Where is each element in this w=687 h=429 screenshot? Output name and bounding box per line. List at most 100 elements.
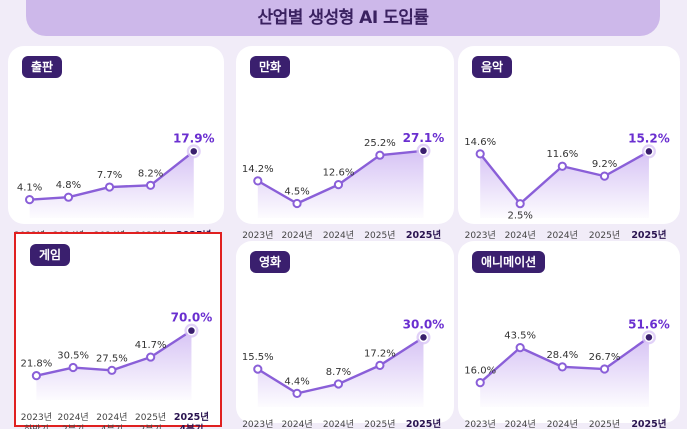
- chart-panel-music: 음악14.6%2023년하반기2.5%2024년2분기11.6%2024년4분기…: [458, 46, 680, 253]
- line-chart: 14.2%2023년하반기4.5%2024년2분기12.6%2024년4분기25…: [242, 131, 445, 253]
- x-tick-label: 2분기: [62, 424, 84, 429]
- x-tick-label: 2024년: [323, 230, 354, 241]
- x-tick-label: 2025년: [631, 418, 666, 429]
- data-point: [68, 362, 78, 373]
- data-label: 28.4%: [546, 350, 578, 361]
- data-point: [292, 198, 302, 209]
- x-tick-label: 2024년: [505, 230, 536, 241]
- data-point: [146, 352, 156, 362]
- line-chart: 15.5%2023년하반기4.4%2024년2분기8.7%2024년4분기17.…: [242, 317, 445, 429]
- data-label: 4.1%: [17, 183, 42, 194]
- data-label: 25.2%: [364, 138, 396, 149]
- data-label: 30.5%: [57, 351, 89, 362]
- data-label: 51.6%: [628, 317, 670, 331]
- data-label: 15.2%: [628, 131, 670, 145]
- data-point: [375, 150, 385, 160]
- chart-panel-games: 게임21.8%2023년하반기30.5%2024년2분기27.5%2024년4분…: [14, 232, 222, 429]
- x-tick-label: 2025년: [406, 229, 441, 241]
- x-tick-label: 2025년: [174, 411, 209, 423]
- data-label: 16.0%: [464, 366, 496, 377]
- data-point: [104, 182, 115, 192]
- x-tick-label: 2025년: [406, 418, 441, 429]
- series-area: [36, 330, 192, 400]
- data-point: [145, 180, 156, 190]
- data-point: [515, 343, 525, 353]
- chart-panel-film: 영화15.5%2023년하반기4.4%2024년2분기8.7%2024년4분기1…: [236, 241, 454, 429]
- x-tick-label: 2024년: [281, 230, 312, 241]
- chart-panel-comics: 만화14.2%2023년하반기4.5%2024년2분기12.6%2024년4분기…: [236, 46, 454, 253]
- data-label: 14.2%: [242, 164, 274, 175]
- data-point: [599, 364, 610, 374]
- x-tick-label: 2023년: [21, 412, 52, 423]
- series-area: [29, 151, 194, 218]
- line-chart: 16.0%2023년하반기43.5%2024년2분기28.4%2024년4분기2…: [464, 317, 670, 429]
- x-tick-label: 2023년: [465, 419, 496, 429]
- data-point: [186, 325, 197, 336]
- data-label: 2.5%: [507, 211, 532, 222]
- x-tick-label: 2025년: [364, 419, 395, 429]
- x-tick-label: 2분기: [139, 424, 161, 429]
- data-label: 4.5%: [284, 187, 309, 198]
- x-tick-label: 2024년: [505, 419, 536, 429]
- data-point: [375, 360, 385, 370]
- series-area: [480, 151, 649, 218]
- data-point: [475, 378, 485, 388]
- x-tick-label: 2024년: [96, 412, 127, 423]
- chart-label: 게임: [30, 244, 71, 266]
- data-label: 8.2%: [138, 168, 163, 179]
- data-point: [644, 146, 654, 157]
- chart-panel-publishing: 출판 4.1%2023년하반기4.8%2024년2분기7.7%2024년4분기8.…: [8, 46, 224, 253]
- x-tick-label: 2023년: [242, 230, 273, 241]
- chart-panel-animation: 애니메이션16.0%2023년하반기43.5%2024년2분기28.4%2024…: [458, 241, 680, 429]
- x-tick-label: 2025년: [589, 419, 620, 429]
- data-label: 21.8%: [21, 359, 53, 370]
- data-point: [599, 171, 610, 181]
- data-label: 15.5%: [242, 352, 274, 363]
- x-tick-label: 2025년: [589, 230, 620, 241]
- data-label: 30.0%: [403, 317, 445, 331]
- x-tick-label: 2024년: [323, 419, 354, 429]
- data-label: 26.7%: [589, 352, 621, 363]
- data-point: [418, 146, 429, 156]
- x-tick-label: 2023년: [465, 230, 496, 241]
- data-point: [515, 199, 525, 209]
- chart-label: 출판: [22, 56, 63, 78]
- data-label: 7.7%: [97, 170, 122, 181]
- data-label: 27.5%: [96, 353, 128, 364]
- data-label: 14.6%: [464, 137, 496, 148]
- data-label: 43.5%: [504, 331, 536, 342]
- chart-label: 음악: [472, 56, 513, 78]
- chart-label: 만화: [250, 56, 291, 78]
- x-tick-label: 2024년: [547, 230, 578, 241]
- data-point: [253, 364, 263, 374]
- data-point: [557, 362, 567, 372]
- data-point: [189, 146, 199, 157]
- data-label: 8.7%: [326, 367, 351, 378]
- data-point: [475, 149, 485, 159]
- data-point: [557, 161, 567, 171]
- data-label: 4.8%: [56, 180, 81, 191]
- page-title: 산업별 생성형 AI 도입률: [257, 7, 430, 28]
- data-point: [31, 371, 41, 381]
- data-label: 27.1%: [403, 131, 445, 145]
- data-label: 9.2%: [592, 159, 617, 170]
- data-point: [63, 192, 74, 202]
- data-label: 4.4%: [284, 376, 309, 387]
- data-point: [107, 365, 117, 375]
- x-tick-label: 2025년: [364, 230, 395, 241]
- x-tick-label: 4분기: [101, 424, 123, 429]
- data-point: [418, 332, 429, 343]
- chart-label: 애니메이션: [472, 251, 546, 273]
- title-bar: 산업별 생성형 AI 도입률: [26, 0, 660, 36]
- data-point: [333, 379, 344, 389]
- x-tick-label: 2023년: [242, 419, 273, 429]
- series-area: [480, 337, 649, 407]
- chart-label: 영화: [250, 251, 291, 273]
- series-area: [257, 337, 424, 407]
- data-point: [292, 388, 302, 398]
- data-point: [253, 176, 263, 186]
- data-label: 17.2%: [364, 348, 396, 359]
- data-label: 11.6%: [546, 149, 578, 160]
- line-chart: 4.1%2023년하반기4.8%2024년2분기7.7%2024년4분기8.2%…: [14, 131, 215, 253]
- x-tick-label: 2024년: [281, 419, 312, 429]
